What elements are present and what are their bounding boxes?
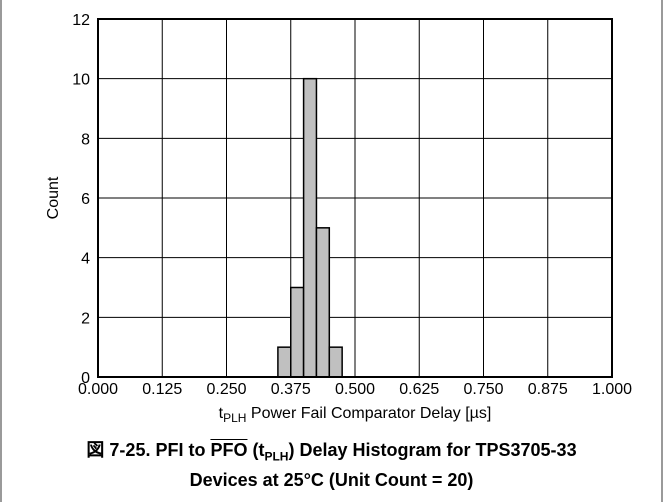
caption-line-2: Devices at 25°C (Unit Count = 20) bbox=[189, 469, 474, 490]
histogram-bar bbox=[328, 346, 343, 378]
caption-subscript: PLH bbox=[264, 449, 289, 464]
histogram-bar bbox=[302, 77, 318, 378]
y-axis-label: Count bbox=[45, 176, 62, 219]
histogram-bars bbox=[277, 77, 343, 378]
y-tick-label: 6 bbox=[81, 191, 90, 208]
x-axis-label-prefix: t bbox=[219, 405, 224, 422]
grid-lines bbox=[97, 18, 613, 378]
y-tick-label: 12 bbox=[72, 12, 90, 29]
x-tick-label: 1.000 bbox=[592, 381, 632, 398]
x-axis-label-rest: Power Fail Comparator Delay [µs] bbox=[246, 405, 491, 422]
x-tick-label: 0.375 bbox=[271, 381, 311, 398]
x-tick-label: 0.500 bbox=[335, 381, 375, 398]
caption-paren-open: (t bbox=[247, 440, 265, 460]
histogram-bar bbox=[290, 286, 305, 378]
left-frame-border bbox=[0, 0, 2, 502]
x-tick-label: 0.750 bbox=[463, 381, 503, 398]
right-frame-border bbox=[661, 0, 663, 502]
x-tick-labels: 0.000 0.125 0.250 0.375 0.500 0.625 0.750 0.875… bbox=[78, 381, 632, 398]
y-tick-label: 8 bbox=[81, 131, 90, 148]
x-axis-label-subscript: PLH bbox=[223, 411, 246, 425]
caption-prefix: 図 7-25. PFI to bbox=[86, 440, 211, 460]
x-tick-label: 0.875 bbox=[528, 381, 568, 398]
y-tick-label: 4 bbox=[81, 251, 90, 268]
caption-suffix: ) Delay Histogram for TPS3705-33 bbox=[288, 440, 577, 460]
figure-caption: 図 7-25. PFI to PFO (tPLH) Delay Histogra… bbox=[0, 439, 663, 492]
x-tick-label: 0.000 bbox=[78, 381, 118, 398]
y-tick-labels: 0 2 4 6 8 10 12 bbox=[72, 12, 90, 387]
caption-pfo-overline: PFO bbox=[210, 440, 248, 460]
histogram-bar bbox=[315, 227, 331, 378]
y-tick-label: 10 bbox=[72, 72, 90, 89]
x-tick-label: 0.250 bbox=[206, 381, 246, 398]
y-tick-label: 0 bbox=[81, 370, 90, 387]
x-tick-label: 0.125 bbox=[142, 381, 182, 398]
histogram-chart: 0 2 4 6 8 10 12 0.000 0.125 0.250 0.375 0.500 0.625… bbox=[45, 12, 632, 425]
histogram-bar bbox=[277, 346, 292, 378]
x-axis-label: tPLH Power Fail Comparator Delay [µs] bbox=[219, 405, 492, 425]
plot-area-border bbox=[97, 18, 613, 378]
caption-line-1: 図 7-25. PFI to PFO (tPLH) Delay Histogra… bbox=[0, 439, 663, 469]
x-tick-label: 0.625 bbox=[399, 381, 439, 398]
y-tick-label: 2 bbox=[81, 310, 90, 327]
